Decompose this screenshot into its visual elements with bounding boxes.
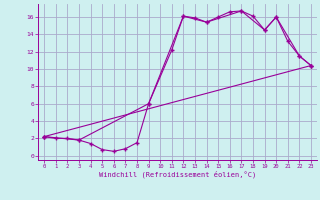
X-axis label: Windchill (Refroidissement éolien,°C): Windchill (Refroidissement éolien,°C) [99,171,256,178]
